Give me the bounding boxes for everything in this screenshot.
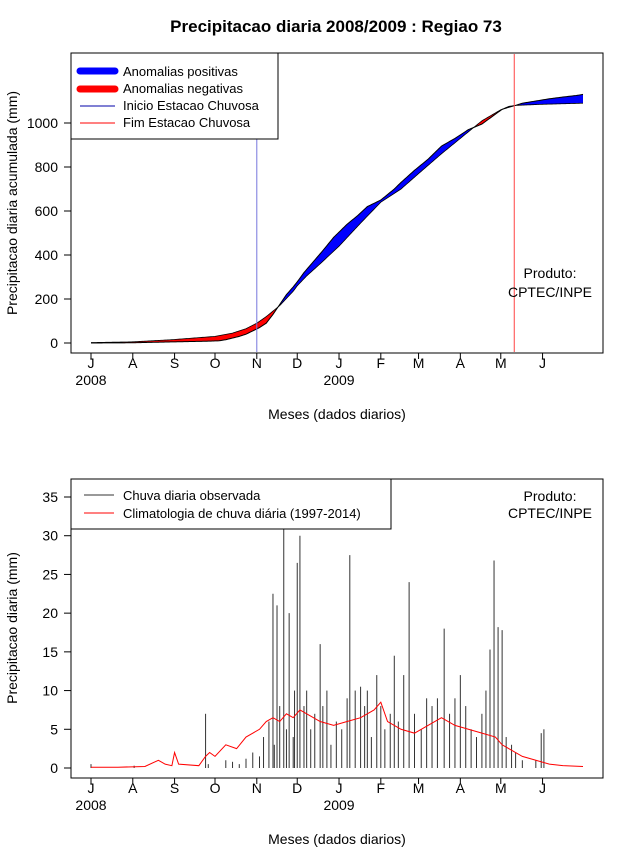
bottom-y-axis-label: Precipitacao diaria (mm) <box>4 552 20 704</box>
climatology-cumulative-line <box>90 102 584 343</box>
bottom-x-tick-label-2: S <box>170 780 179 796</box>
legend-start: Inicio Estacao Chuvosa <box>123 98 260 113</box>
top-y-tick-label-1000: 1000 <box>27 115 58 131</box>
positive-anomaly-area-1 <box>278 126 476 307</box>
bottom-x-tick-label-6: J <box>336 780 343 796</box>
bottom-annotation-product: Produto: <box>524 488 577 504</box>
top-x-tick-label-3: O <box>210 355 221 371</box>
bottom-y-tick-label-30: 30 <box>42 528 58 544</box>
bottom-x-tick-label-7: F <box>377 780 386 796</box>
bottom-x-tick-label-8: M <box>413 780 425 796</box>
bottom-year-label-0: 2008 <box>75 797 106 813</box>
bottom-year-label-1: 2009 <box>323 797 354 813</box>
top-legend: Anomalias positivas Anomalias negativas … <box>70 52 279 140</box>
bottom-legend: Chuva diaria observada Climatologia de c… <box>70 478 392 530</box>
top-x-tick-label-9: A <box>456 355 466 371</box>
top-x-tick-label-0: J <box>88 355 95 371</box>
legend-negative: Anomalias negativas <box>123 81 243 96</box>
bottom-y-tick-label-25: 25 <box>42 566 58 582</box>
bottom-y-tick-label-15: 15 <box>42 644 58 660</box>
top-y-tick-label-0: 0 <box>50 335 58 351</box>
legend-end: Fim Estacao Chuvosa <box>123 115 251 130</box>
bottom-annotation-source: CPTEC/INPE <box>508 505 592 521</box>
bottom-y-tick-label-0: 0 <box>50 760 58 776</box>
observed-cumulative-line <box>90 93 584 344</box>
bottom-x-tick-label-1: A <box>128 780 138 796</box>
top-x-tick-label-5: D <box>292 355 302 371</box>
top-x-tick-label-10: M <box>495 355 507 371</box>
top-x-tick-label-4: N <box>252 355 262 371</box>
bottom-x-tick-label-3: O <box>210 780 221 796</box>
top-plot-frame <box>70 52 604 354</box>
bottom-x-tick-label-4: N <box>252 780 262 796</box>
top-x-tick-label-6: J <box>336 355 343 371</box>
top-annotation-product: Produto: <box>524 265 577 281</box>
bottom-x-axis-label: Meses (dados diarios) <box>268 831 406 847</box>
bottom-x-tick-label-9: A <box>456 780 466 796</box>
bottom-y-tick-label-10: 10 <box>42 683 58 699</box>
top-y-tick-label-600: 600 <box>35 203 59 219</box>
negative-anomaly-area-0 <box>91 306 279 343</box>
top-y-axis-label: Precipitacao diaria acumulada (mm) <box>4 91 20 315</box>
legend-climatology: Climatologia de chuva diária (1997-2014) <box>123 506 361 521</box>
top-x-tick-label-8: M <box>413 355 425 371</box>
chart-title: Precipitacao diaria 2008/2009 : Regiao 7… <box>170 17 502 36</box>
bottom-y-tick-label-5: 5 <box>50 721 58 737</box>
bottom-y-tick-label-20: 20 <box>42 605 58 621</box>
top-year-label-1: 2009 <box>323 372 354 388</box>
bottom-y-tick-label-35: 35 <box>42 489 58 505</box>
bottom-x-tick-label-11: J <box>539 780 546 796</box>
bottom-legend-box <box>70 478 392 530</box>
bottom-x-tick-label-0: J <box>88 780 95 796</box>
top-legend-box <box>70 52 279 140</box>
top-x-axis-label: Meses (dados diarios) <box>268 406 406 422</box>
top-y-tick-label-800: 800 <box>35 159 59 175</box>
top-x-tick-label-7: F <box>377 355 386 371</box>
top-y-tick-label-400: 400 <box>35 247 59 263</box>
legend-observed: Chuva diaria observada <box>123 488 261 503</box>
top-y-tick-label-200: 200 <box>35 291 59 307</box>
top-x-tick-label-11: J <box>539 355 546 371</box>
top-year-label-0: 2008 <box>75 372 106 388</box>
bottom-x-tick-label-10: M <box>495 780 507 796</box>
top-x-tick-label-1: A <box>128 355 138 371</box>
top-x-tick-label-2: S <box>170 355 179 371</box>
bottom-x-tick-label-5: D <box>292 780 302 796</box>
climatology-daily-line <box>91 701 584 768</box>
top-annotation-source: CPTEC/INPE <box>508 284 592 300</box>
positive-anomaly-area-3 <box>502 94 583 110</box>
legend-positive: Anomalias positivas <box>123 64 238 79</box>
